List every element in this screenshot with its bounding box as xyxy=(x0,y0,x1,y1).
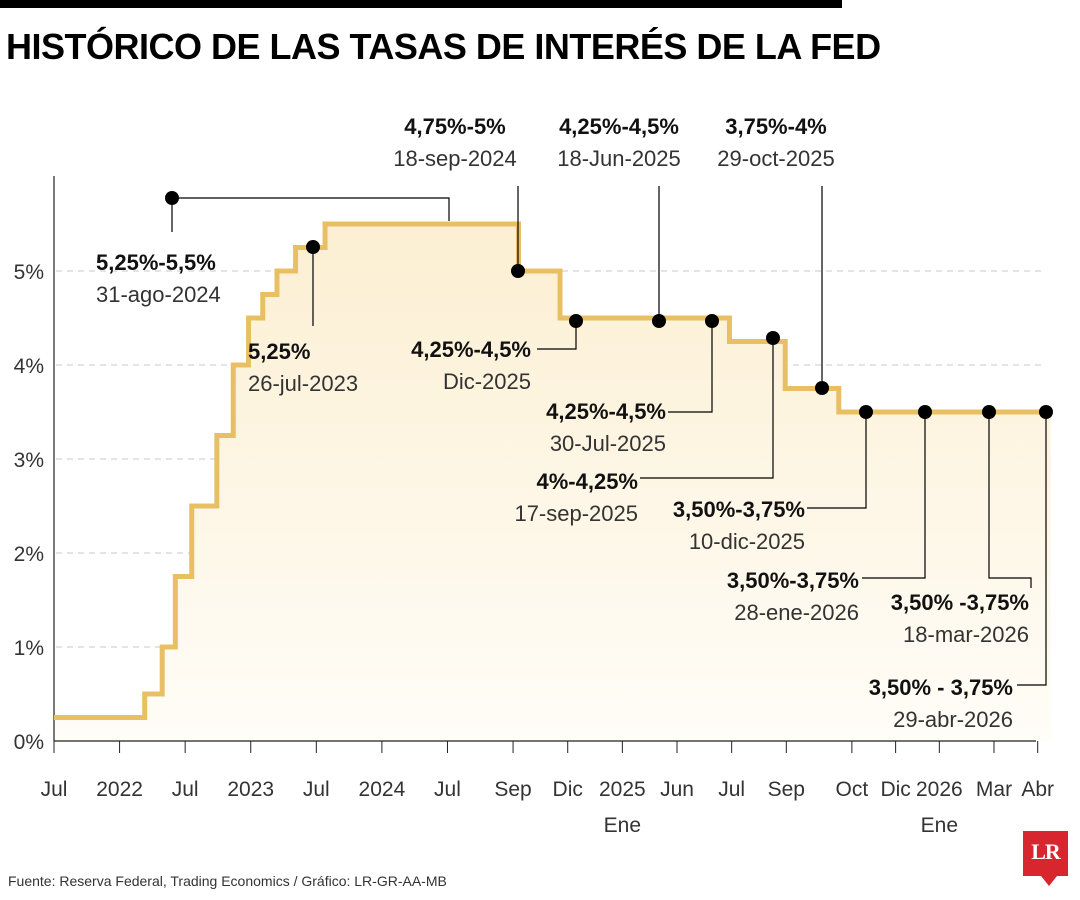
data-marker xyxy=(569,314,583,328)
annotation-date: 18-sep-2024 xyxy=(393,146,517,171)
annotation-date: 31-ago-2024 xyxy=(96,282,221,307)
x-tick-label: 2022 xyxy=(96,778,143,801)
leader-line xyxy=(537,321,577,350)
data-marker xyxy=(859,405,873,419)
annotation-date: 28-ene-2026 xyxy=(734,600,859,625)
annotation-value: 4%-4,25% xyxy=(536,469,638,494)
data-marker xyxy=(1039,405,1053,419)
x-tick-label: Jul xyxy=(434,778,461,801)
series-area xyxy=(54,224,1051,741)
leader-line xyxy=(171,197,450,232)
data-marker xyxy=(766,331,780,345)
x-tick-label: Dic xyxy=(880,778,910,801)
lr-logo-text: LR xyxy=(1031,839,1061,864)
annotation-value: 4,25%-4,5% xyxy=(411,337,531,362)
x-tick-label: 2024 xyxy=(359,778,406,801)
annotation-date: 26-jul-2023 xyxy=(248,371,358,396)
x-tick-label: Jul xyxy=(41,778,68,801)
lr-logo: LR xyxy=(1023,831,1068,886)
leader-line xyxy=(668,321,713,413)
data-marker xyxy=(652,314,666,328)
annotation-value: 3,50%-3,75% xyxy=(673,497,805,522)
y-tick-label: 5% xyxy=(14,261,44,284)
x-tick-label: 2026 xyxy=(916,778,963,801)
y-tick-label: 3% xyxy=(14,449,44,472)
annotation-date: 18-mar-2026 xyxy=(903,622,1029,647)
series-line xyxy=(54,221,1051,720)
annotation-date: 29-abr-2026 xyxy=(893,707,1013,732)
leader-line xyxy=(807,412,867,509)
x-tick-label: Mar xyxy=(976,778,1012,801)
annotation-date: 29-oct-2025 xyxy=(717,146,834,171)
data-marker xyxy=(918,405,932,419)
annotation-value: 3,50% -3,75% xyxy=(891,590,1029,615)
y-tick-label: 1% xyxy=(14,637,44,660)
annotation-date: 30-Jul-2025 xyxy=(550,431,666,456)
data-marker xyxy=(815,381,829,395)
data-marker xyxy=(165,191,179,205)
y-tick-label: 0% xyxy=(14,731,44,754)
chart-title: HISTÓRICO DE LAS TASAS DE INTERÉS DE LA … xyxy=(6,26,881,67)
leader-line xyxy=(862,412,926,579)
annotation-value: 3,50%-3,75% xyxy=(727,568,859,593)
annotation-date: 10-dic-2025 xyxy=(689,529,805,554)
x-tick-sublabel: Ene xyxy=(604,814,641,837)
top-rule xyxy=(0,0,842,8)
data-marker xyxy=(511,264,525,278)
data-marker xyxy=(306,240,320,254)
y-tick-label: 4% xyxy=(14,355,44,378)
x-tick-label: Dic xyxy=(553,778,583,801)
x-tick-label: Jun xyxy=(660,778,694,801)
annotation-value: 3,50% - 3,75% xyxy=(869,675,1013,700)
annotation-value: 4,25%-4,5% xyxy=(546,399,666,424)
x-tick-label: 2023 xyxy=(227,778,274,801)
annotation-date: 18-Jun-2025 xyxy=(557,146,681,171)
annotation-date: 17-sep-2025 xyxy=(514,501,638,526)
x-tick-label: Sep xyxy=(494,778,531,801)
x-tick-label: Sep xyxy=(768,778,805,801)
data-marker xyxy=(705,314,719,328)
x-tick-sublabel: Ene xyxy=(921,814,958,837)
annotation-value: 4,75%-5% xyxy=(404,114,506,139)
y-tick-label: 2% xyxy=(14,543,44,566)
x-tick-label: 2025 xyxy=(599,778,646,801)
annotation-value: 5,25%-5,5% xyxy=(96,250,216,275)
leader-line xyxy=(640,338,774,479)
x-tick-label: Oct xyxy=(836,778,869,801)
x-tick-label: Jul xyxy=(172,778,199,801)
x-tick-label: Jul xyxy=(718,778,745,801)
annotation-date: Dic-2025 xyxy=(443,369,531,394)
x-tick-label: Jul xyxy=(303,778,330,801)
annotation-value: 4,25%-4,5% xyxy=(559,114,679,139)
data-marker xyxy=(982,405,996,419)
leader-line xyxy=(988,412,1032,588)
source-note: Fuente: Reserva Federal, Trading Economi… xyxy=(8,873,447,889)
annotation-value: 3,75%-4% xyxy=(725,114,827,139)
x-tick-label: Abr xyxy=(1021,778,1054,801)
leader-line xyxy=(1017,412,1047,686)
annotation-value: 5,25% xyxy=(248,339,310,364)
